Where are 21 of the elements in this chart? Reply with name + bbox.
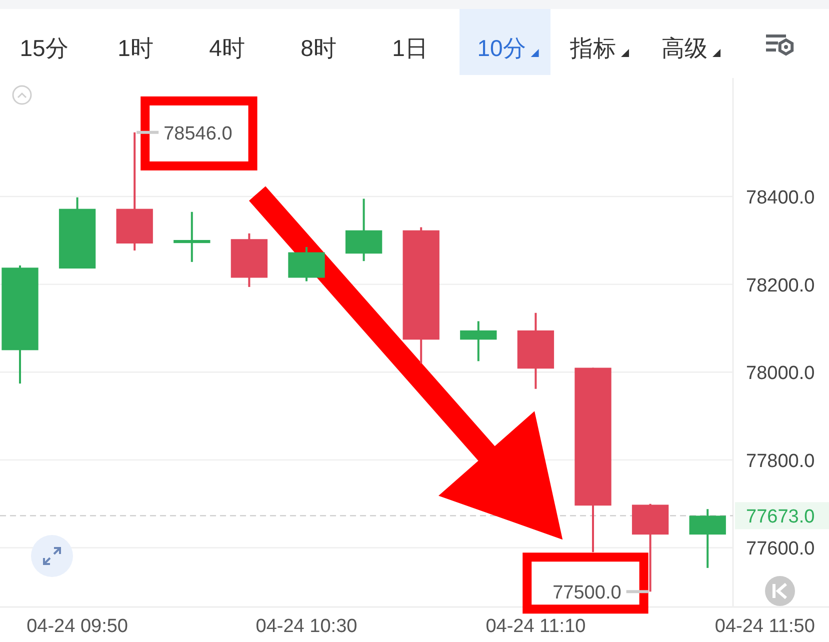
x-tick-label: 04-24 11:50	[714, 616, 815, 637]
tab-label: 1时	[118, 35, 154, 61]
tab-label: 指标	[570, 35, 616, 61]
annotation: 78546.0	[164, 123, 232, 144]
y-tick-label: 78400.0	[746, 188, 815, 209]
x-tick-label: 04-24 09:50	[26, 616, 128, 637]
ref-line-label: 77673.0	[746, 506, 815, 528]
tab-label: 8时	[300, 35, 336, 61]
y-tick-label: 77800.0	[746, 450, 815, 472]
tab-label: 4时	[209, 35, 245, 61]
tab-label: 1日	[392, 35, 428, 61]
y-tick-label: 78200.0	[746, 275, 815, 296]
y-tick-label: 78000.0	[746, 363, 815, 384]
tab-selected: 10分	[460, 9, 550, 75]
price-tag: 77673.0	[735, 502, 829, 530]
y-tick-label: 77600.0	[746, 538, 815, 560]
annotation: 77500.0	[552, 582, 622, 604]
tab-label: 高级	[662, 35, 708, 61]
x-tick-label: 04-24 10:30	[256, 616, 358, 637]
tab-label: 15分	[20, 35, 68, 61]
x-tick-label: 04-24 11:10	[486, 616, 586, 637]
